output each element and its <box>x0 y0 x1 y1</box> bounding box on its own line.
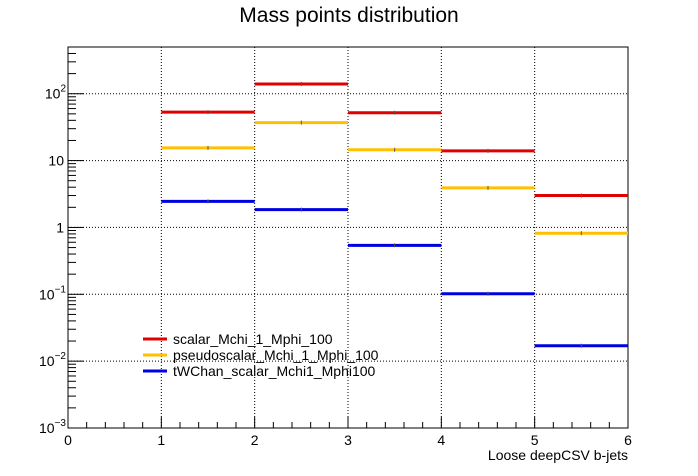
x-tick-label: 3 <box>344 432 352 448</box>
series-1 <box>161 81 628 198</box>
y-tick-label: 1 <box>56 219 64 235</box>
x-tick-label: 2 <box>251 432 259 448</box>
x-tick-label: 6 <box>624 432 632 448</box>
y-tick-label: 10−3 <box>39 418 66 436</box>
y-tick-label: 10−1 <box>39 284 66 302</box>
series-2 <box>161 120 628 236</box>
x-tick-label: 4 <box>437 432 445 448</box>
y-tick-label: 10−2 <box>39 351 66 369</box>
series-3 <box>161 199 628 348</box>
x-tick-label: 1 <box>157 432 165 448</box>
grid <box>68 47 628 428</box>
x-axis-title: Loose deepCSV b-jets <box>488 447 628 463</box>
axes: 0 1 2 3 4 5 6 10−3 10−2 10−1 1 10 102 <box>39 52 632 448</box>
y-tick-label: 102 <box>45 84 67 102</box>
series-group <box>161 81 628 348</box>
legend-label: pseudoscalar_Mchi_1_Mphi_100 <box>173 347 379 363</box>
legend-label: scalar_Mchi_1_Mphi_100 <box>173 331 333 347</box>
y-tick-label: 10 <box>48 153 64 169</box>
chart-title: Mass points distribution <box>239 4 458 27</box>
x-tick-label: 0 <box>64 432 72 448</box>
x-tick-label: 5 <box>531 432 539 448</box>
legend-label: tWChan_scalar_Mchi1_Mphi100 <box>173 363 376 379</box>
legend: scalar_Mchi_1_Mphi_100pseudoscalar_Mchi_… <box>143 331 379 379</box>
